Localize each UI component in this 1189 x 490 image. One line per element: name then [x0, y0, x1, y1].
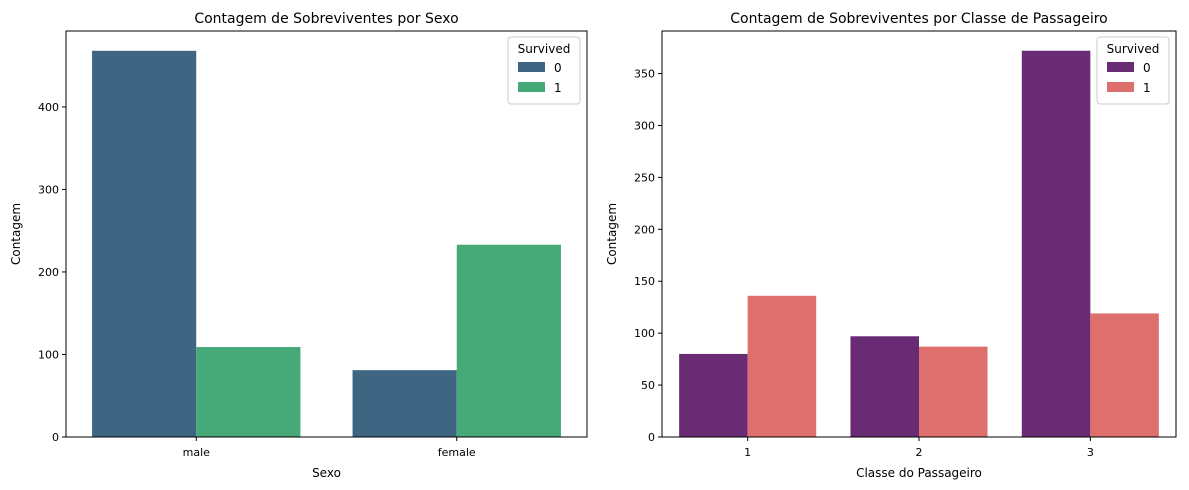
- legend: Survived 01: [507, 36, 581, 105]
- chart-title: Contagem de Sobreviventes por Classe de …: [730, 11, 1107, 27]
- x-tick-label: female: [438, 446, 476, 459]
- plot-frame: [65, 30, 588, 438]
- x-axis: 1 2 3: [744, 437, 1094, 459]
- legend-items: 01: [518, 61, 562, 95]
- y-tick-label: 100: [38, 348, 59, 361]
- x-tick-label: male: [183, 446, 211, 459]
- legend-swatch-0: [1107, 62, 1134, 72]
- y-axis: 0 50 100 150 200 250 300 350: [634, 68, 662, 444]
- y-tick-label: 0: [648, 431, 655, 444]
- legend-items: 01: [1107, 61, 1151, 95]
- bar-3-survived-1: [1090, 313, 1159, 437]
- bar-male-survived-0: [92, 50, 197, 438]
- y-tick-label: 100: [634, 327, 655, 340]
- bars: [679, 50, 1159, 437]
- legend: Survived 01: [1096, 36, 1170, 105]
- bars: [92, 50, 561, 438]
- legend-title: Survived: [1107, 42, 1160, 56]
- y-tick-label: 300: [634, 119, 655, 132]
- y-tick-label: 200: [38, 266, 59, 279]
- legend-swatch-1: [1107, 82, 1134, 92]
- x-tick-label: 3: [1087, 446, 1094, 459]
- legend-label-0: 0: [554, 61, 562, 75]
- y-tick-label: 200: [634, 223, 655, 236]
- legend-label-0: 0: [1143, 61, 1151, 75]
- y-tick-label: 350: [634, 68, 655, 81]
- y-tick-label: 0: [52, 431, 59, 444]
- chart-title: Contagem de Sobreviventes por Sexo: [194, 11, 458, 27]
- y-axis-label: Contagem: [605, 203, 619, 265]
- bar-1-survived-1: [747, 295, 817, 437]
- x-tick-label: 2: [916, 446, 923, 459]
- legend-title: Survived: [518, 42, 571, 56]
- bar-3-survived-0: [1021, 50, 1091, 437]
- legend-label-1: 1: [554, 81, 562, 95]
- legend-swatch-1: [518, 82, 545, 92]
- legend-label-1: 1: [1143, 81, 1151, 95]
- y-tick-label: 300: [38, 183, 59, 196]
- bar-2-survived-0: [850, 336, 919, 437]
- bar-male-survived-1: [196, 347, 301, 437]
- y-tick-label: 150: [634, 275, 655, 288]
- plot-frame: [661, 30, 1177, 438]
- bar-1-survived-0: [679, 353, 748, 437]
- x-axis-label: Sexo: [312, 466, 341, 480]
- y-tick-label: 400: [38, 101, 59, 114]
- chart-survivors-by-class: Contagem de Sobreviventes por Classe de …: [605, 11, 1177, 480]
- bar-2-survived-1: [919, 346, 988, 437]
- y-axis: 0 100 200 300 400: [38, 101, 66, 444]
- y-tick-label: 50: [641, 379, 655, 392]
- bar-female-survived-0: [352, 370, 457, 437]
- x-axis-label: Classe do Passageiro: [856, 466, 982, 480]
- y-tick-label: 250: [634, 171, 655, 184]
- x-axis: male female: [183, 437, 476, 459]
- legend-swatch-0: [518, 62, 545, 72]
- chart-survivors-by-sex: Contagem de Sobreviventes por Sexo Sexo …: [9, 11, 588, 480]
- y-axis-label: Contagem: [9, 203, 23, 265]
- bar-female-survived-1: [456, 244, 561, 437]
- x-tick-label: 1: [744, 446, 751, 459]
